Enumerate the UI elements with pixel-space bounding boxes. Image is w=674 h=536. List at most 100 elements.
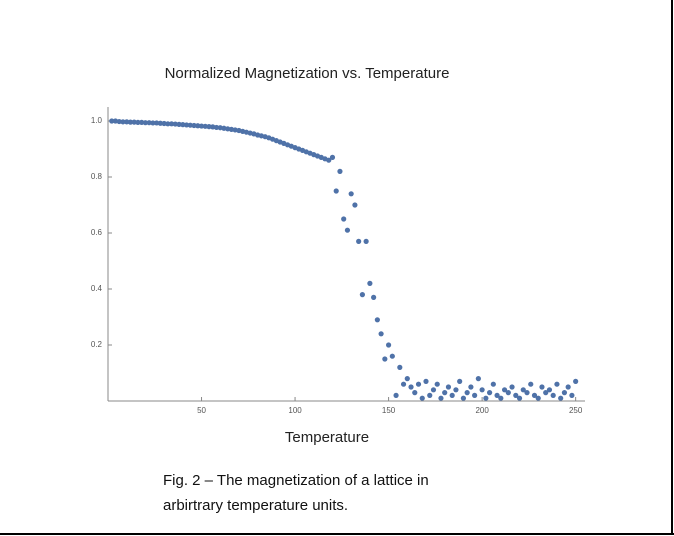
y-tick-label: 1.0 [91,116,103,125]
point [202,123,208,129]
point [198,123,205,129]
point [531,392,538,398]
point [479,387,485,393]
x-tick-label: 50 [197,406,206,415]
point [139,119,145,125]
point [408,384,414,390]
point [475,376,481,382]
point [460,395,467,401]
point [363,238,369,244]
point [513,392,519,398]
point [561,390,568,396]
point [150,120,156,126]
point [505,390,511,396]
point [546,387,553,393]
point [483,395,489,401]
point [109,118,115,124]
x-tick-label: 100 [288,406,302,415]
point [172,121,178,127]
point [165,121,171,127]
y-tick-label: 0.4 [91,284,103,293]
point [371,294,377,300]
point [341,216,347,222]
point [161,120,167,127]
x-tick-label: 250 [569,406,583,415]
x-tick-label: 200 [475,406,489,415]
point [400,381,407,387]
point [116,118,122,125]
point [550,392,556,398]
point [569,392,575,398]
point [404,376,410,382]
point [183,122,190,128]
point [427,392,433,398]
point [135,119,141,125]
point [120,119,126,125]
x-tick-label: 150 [382,406,396,415]
point [415,381,422,387]
point [382,356,388,362]
x-axis-label: Temperature [285,429,369,446]
point [385,342,392,348]
point [187,122,193,128]
point [524,390,530,396]
point [501,387,508,393]
point [374,317,380,323]
point [389,353,395,359]
point [565,384,571,390]
point [434,381,440,387]
point [176,121,182,127]
point [352,202,358,208]
point [423,378,429,384]
point [509,384,515,390]
point [127,119,134,125]
point [558,395,564,401]
point [169,121,175,127]
y-tick-label: 0.2 [91,340,103,349]
point [326,157,332,163]
point [528,381,534,387]
caption: Fig. 2 – The magnetization of a lattice … [163,472,429,514]
y-tick-label: 0.8 [91,172,103,181]
point [180,122,186,128]
point [520,387,526,393]
point [539,384,545,390]
point [344,227,351,233]
point [543,390,549,396]
point [445,384,452,390]
point [516,395,523,401]
point [337,168,343,174]
point [494,392,500,398]
point [573,378,579,384]
point [430,387,437,393]
point [206,124,212,130]
point [490,381,496,387]
point [449,392,455,398]
point [535,395,541,401]
point [419,395,425,401]
point [124,119,130,125]
point [195,123,201,129]
point [554,381,560,387]
point [213,124,220,131]
point [329,154,336,160]
point [154,120,160,126]
point [438,395,444,401]
point [378,331,384,337]
point [442,390,448,396]
point [356,238,362,244]
point [142,120,149,126]
point [468,384,474,390]
y-tick-label: 0.6 [91,228,103,237]
point [397,364,403,370]
point [393,392,399,398]
point [157,120,163,126]
point [498,395,504,401]
point [472,392,478,398]
point [367,280,373,286]
point [457,378,463,384]
point [131,119,137,125]
point [333,188,339,194]
